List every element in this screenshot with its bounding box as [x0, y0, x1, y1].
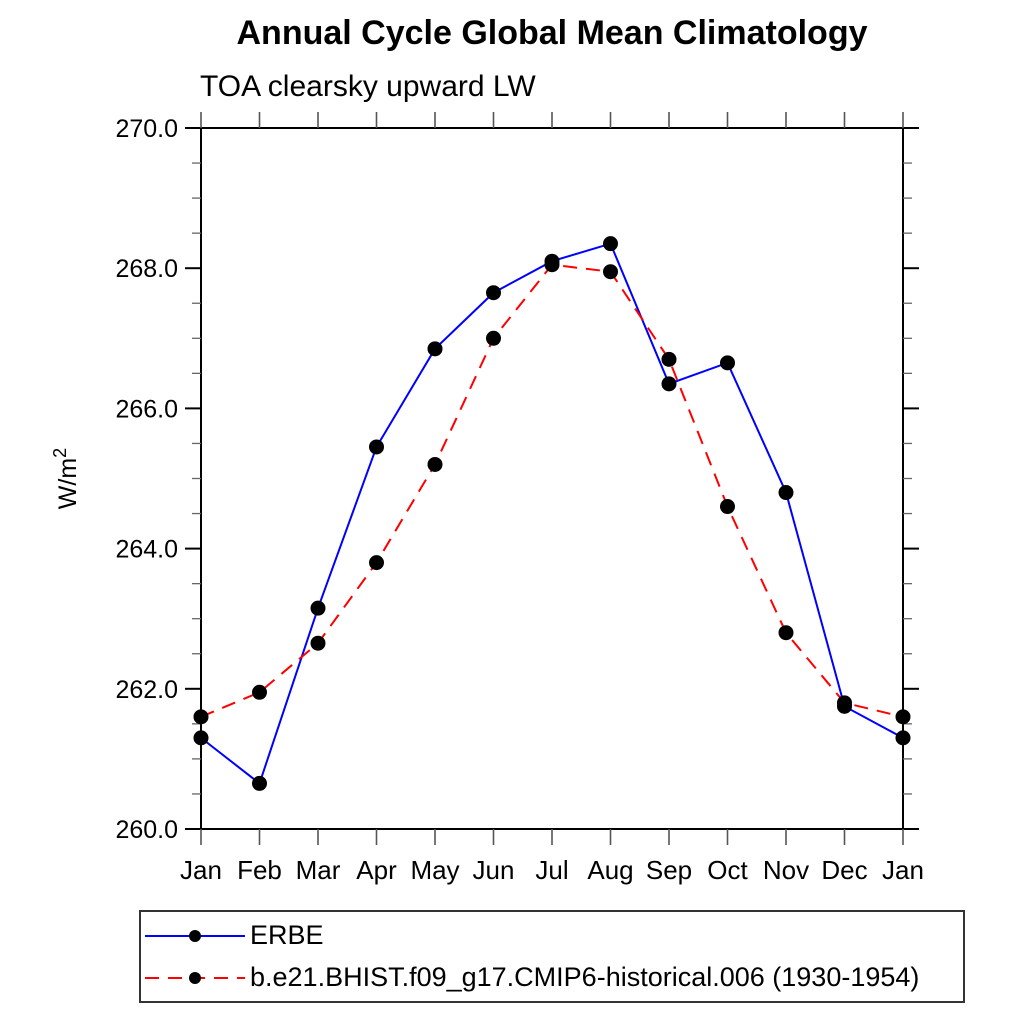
data-point-marker-1 [603, 264, 618, 280]
legend-label-model: b.e21.BHIST.f09_g17.CMIP6-historical.006… [250, 962, 920, 992]
x-tick-label: Dec [821, 855, 867, 885]
data-point-marker-1 [661, 351, 677, 367]
data-point-marker-0 [193, 730, 209, 746]
data-point-marker-0 [778, 485, 794, 501]
series-line-0 [200, 242, 904, 786]
data-point-marker-1 [486, 330, 501, 346]
erbe-swatch-marker [189, 929, 201, 942]
legend-item-erbe: ERBE [141, 916, 963, 956]
data-point-marker-0 [252, 775, 267, 791]
data-point-marker-1 [837, 695, 852, 711]
data-point-marker-1 [544, 257, 560, 273]
y-tick-label: 260.0 [115, 816, 178, 844]
model-line-swatch-icon [145, 971, 245, 984]
x-tick-label: Jul [535, 855, 568, 885]
data-point-marker-0 [310, 600, 326, 616]
x-tick-label: Oct [707, 855, 748, 885]
x-tick-label: Jan [180, 855, 222, 885]
erbe-line-swatch-icon [145, 929, 245, 942]
x-tick-label: Apr [356, 855, 397, 885]
chart-subtitle: TOA clearsky upward LW [200, 70, 536, 103]
series-line-1 [200, 263, 904, 718]
data-point-marker-0 [895, 730, 911, 746]
data-point-marker-0 [369, 439, 384, 455]
data-point-marker-0 [486, 285, 501, 301]
x-tick-label: May [410, 855, 459, 885]
data-point-marker-0 [427, 341, 443, 357]
y-axis-title: W/m2 [50, 448, 82, 509]
data-point-marker-0 [661, 376, 677, 392]
data-point-marker-1 [193, 709, 209, 725]
data-point-marker-1 [720, 499, 735, 515]
x-tick-label: Nov [763, 855, 809, 885]
legend-label-erbe: ERBE [250, 920, 324, 950]
chart-title: Annual Cycle Global Mean Climatology [236, 14, 868, 52]
y-tick-label: 264.0 [115, 536, 178, 564]
y-tick-label: 270.0 [115, 115, 178, 143]
x-tick-label: Jan [882, 855, 924, 885]
y-tick-label: 262.0 [115, 676, 178, 704]
x-tick-label: Sep [646, 855, 692, 885]
data-point-marker-1 [427, 456, 443, 472]
model-swatch-marker [189, 971, 201, 984]
x-tick-label: Jun [473, 855, 515, 885]
y-tick-label: 268.0 [115, 255, 178, 283]
x-tick-label: Mar [296, 855, 341, 885]
data-point-marker-1 [895, 709, 911, 725]
data-point-marker-0 [720, 355, 735, 371]
data-point-marker-1 [310, 635, 326, 651]
x-tick-label: Feb [237, 855, 282, 885]
data-point-marker-1 [369, 555, 384, 571]
legend-item-model: b.e21.BHIST.f09_g17.CMIP6-historical.006… [141, 958, 963, 998]
data-point-marker-0 [603, 236, 618, 252]
x-tick-label: Aug [587, 855, 633, 885]
data-point-marker-1 [778, 625, 794, 641]
plot-frame [200, 127, 904, 830]
legend: ERBE b.e21.BHIST.f09_g17.CMIP6-historica… [139, 910, 965, 1003]
y-tick-label: 266.0 [115, 395, 178, 423]
data-point-marker-1 [252, 684, 267, 700]
